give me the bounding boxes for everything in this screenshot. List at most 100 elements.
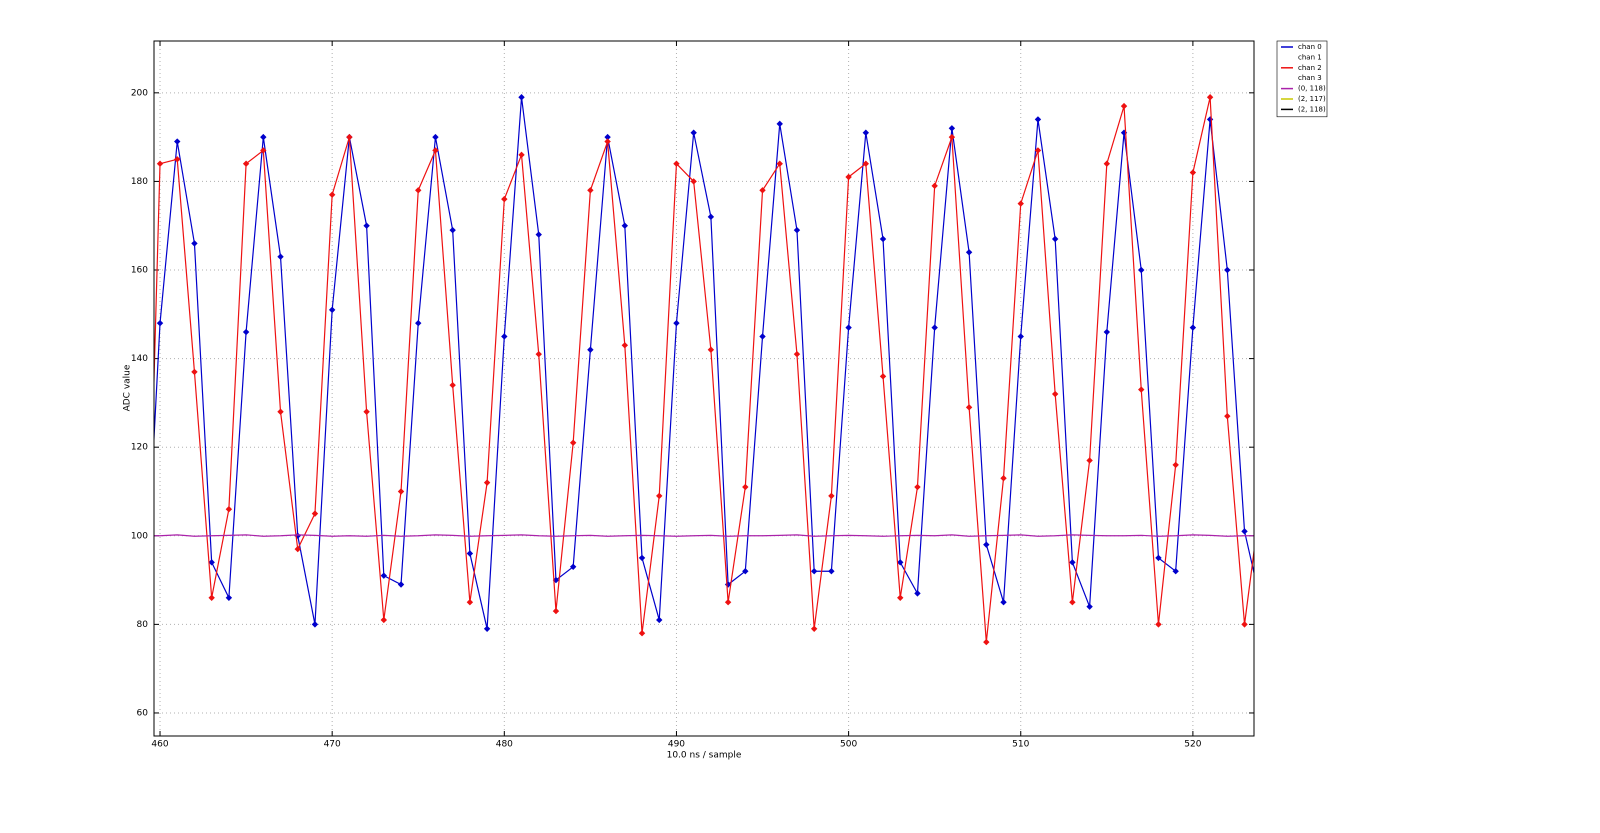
plot-area: [154, 41, 1254, 736]
data-point: [983, 638, 990, 646]
data-point: [793, 226, 801, 234]
data-point: [914, 590, 921, 597]
data-point: [604, 133, 611, 141]
data-point: [449, 226, 456, 234]
data-point: [1000, 599, 1007, 606]
data-point: [156, 319, 164, 327]
data-point: [793, 350, 801, 358]
data-point: [707, 213, 715, 221]
data-point: [415, 319, 422, 327]
data-point: [862, 129, 870, 136]
data-point: [656, 616, 663, 624]
data-point: [621, 342, 629, 349]
x-axis-label: 10.0 ns / sample: [667, 751, 742, 761]
data-point: [638, 630, 646, 637]
data-point: [707, 346, 715, 353]
data-point: [828, 568, 835, 575]
data-point: [776, 120, 783, 128]
data-point: [1206, 116, 1214, 123]
data-point: [466, 550, 474, 557]
data-point: [983, 541, 990, 548]
data-point: [140, 648, 146, 654]
data-point: [156, 160, 164, 167]
legend: chan 0 chan 1 chan 2 chan 3 (0, 118) (2, 117)…: [1276, 40, 1328, 118]
data-point: [1000, 474, 1007, 482]
data-point: [432, 147, 439, 154]
data: [140, 94, 1254, 782]
data-point: [1086, 603, 1093, 610]
data-point: [656, 492, 663, 500]
data-point: [724, 599, 732, 606]
data-point: [1138, 266, 1145, 274]
data-point: [1206, 94, 1214, 101]
data-point: [673, 319, 680, 327]
y-tick-label: 180: [131, 177, 148, 187]
data-point: [208, 594, 215, 601]
y-tick-label: 100: [131, 531, 148, 541]
series-line: [154, 97, 1254, 643]
data-point: [948, 125, 956, 132]
data-point: [965, 249, 973, 256]
data-point: [483, 625, 491, 633]
data-point: [759, 333, 766, 340]
legend-label: chan 2: [1298, 64, 1322, 72]
data-point: [1138, 386, 1145, 393]
legend-label: chan 0: [1298, 43, 1322, 51]
series-line: [154, 97, 1254, 629]
y-tick-label: 160: [131, 266, 148, 276]
data-point: [1120, 129, 1128, 136]
y-axis-label: ADC value: [123, 364, 133, 411]
legend-label: chan 3: [1298, 74, 1322, 82]
data-point: [931, 182, 938, 190]
data-point: [1189, 169, 1197, 176]
y-tick-label: 140: [131, 354, 148, 364]
data-point: [311, 510, 319, 517]
data-point: [380, 616, 388, 624]
data-point: [1103, 328, 1111, 336]
data-point: [1103, 160, 1111, 167]
data-point: [810, 568, 818, 575]
data-point: [140, 776, 146, 782]
data-point: [1241, 621, 1248, 628]
data-point: [948, 133, 956, 141]
data-point: [225, 594, 233, 601]
data-point: [828, 492, 835, 500]
data-point: [1069, 599, 1076, 606]
data-point: [191, 368, 198, 376]
data-point: [1224, 412, 1231, 420]
data-point: [552, 607, 560, 615]
data-point: [879, 235, 887, 243]
data-point: [174, 138, 181, 145]
data-point: [1155, 554, 1162, 562]
data-point: [569, 439, 577, 446]
data-point: [397, 581, 405, 588]
x-tick-label: 500: [840, 740, 857, 750]
data-point: [483, 479, 491, 486]
data-point: [965, 404, 973, 411]
data-point: [535, 350, 542, 358]
data-point: [363, 222, 370, 229]
x-tick-label: 520: [1184, 740, 1201, 750]
data-point: [294, 545, 301, 553]
data-point: [690, 129, 697, 136]
data-point: [897, 559, 904, 566]
data-point: [501, 333, 508, 340]
data-point: [242, 160, 250, 167]
data-point: [1051, 390, 1059, 398]
data-point: [587, 346, 594, 353]
data-point: [1189, 324, 1197, 331]
data-point: [742, 568, 749, 575]
data-point: [587, 187, 594, 194]
data-point: [569, 563, 577, 570]
data-point: [776, 160, 783, 167]
data-point: [535, 231, 542, 238]
data-point: [380, 572, 388, 579]
data-point: [638, 554, 646, 562]
data-point: [1172, 461, 1179, 469]
data-point: [742, 483, 749, 491]
x-tick-label: 470: [324, 740, 341, 750]
data-point: [277, 253, 284, 260]
data-point: [604, 138, 611, 145]
data-point: [363, 408, 370, 415]
data-point: [1120, 102, 1128, 110]
